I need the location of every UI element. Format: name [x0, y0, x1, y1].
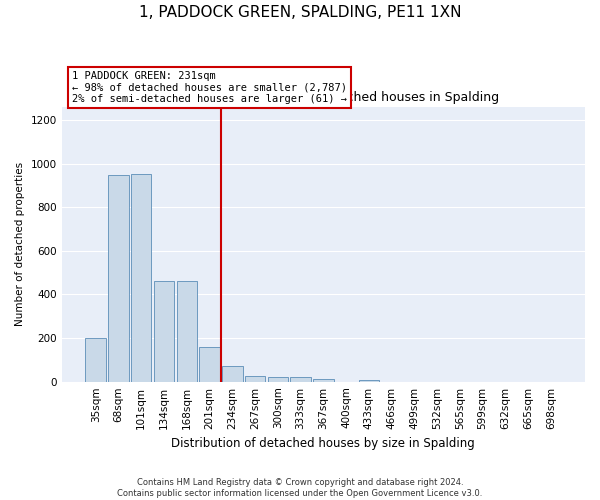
Bar: [359, 380, 379, 382]
Bar: [268, 377, 288, 382]
X-axis label: Distribution of detached houses by size in Spalding: Distribution of detached houses by size …: [172, 437, 475, 450]
Bar: [313, 379, 334, 382]
Bar: [85, 338, 106, 382]
Bar: [108, 174, 129, 382]
Text: Contains HM Land Registry data © Crown copyright and database right 2024.
Contai: Contains HM Land Registry data © Crown c…: [118, 478, 482, 498]
Bar: [290, 378, 311, 382]
Bar: [131, 174, 151, 382]
Bar: [245, 376, 265, 382]
Bar: [154, 282, 174, 382]
Bar: [176, 282, 197, 382]
Y-axis label: Number of detached properties: Number of detached properties: [15, 162, 25, 326]
Bar: [199, 347, 220, 382]
Text: 1, PADDOCK GREEN, SPALDING, PE11 1XN: 1, PADDOCK GREEN, SPALDING, PE11 1XN: [139, 5, 461, 20]
Title: Size of property relative to detached houses in Spalding: Size of property relative to detached ho…: [147, 92, 499, 104]
Bar: [222, 366, 242, 382]
Text: 1 PADDOCK GREEN: 231sqm
← 98% of detached houses are smaller (2,787)
2% of semi-: 1 PADDOCK GREEN: 231sqm ← 98% of detache…: [72, 71, 347, 104]
